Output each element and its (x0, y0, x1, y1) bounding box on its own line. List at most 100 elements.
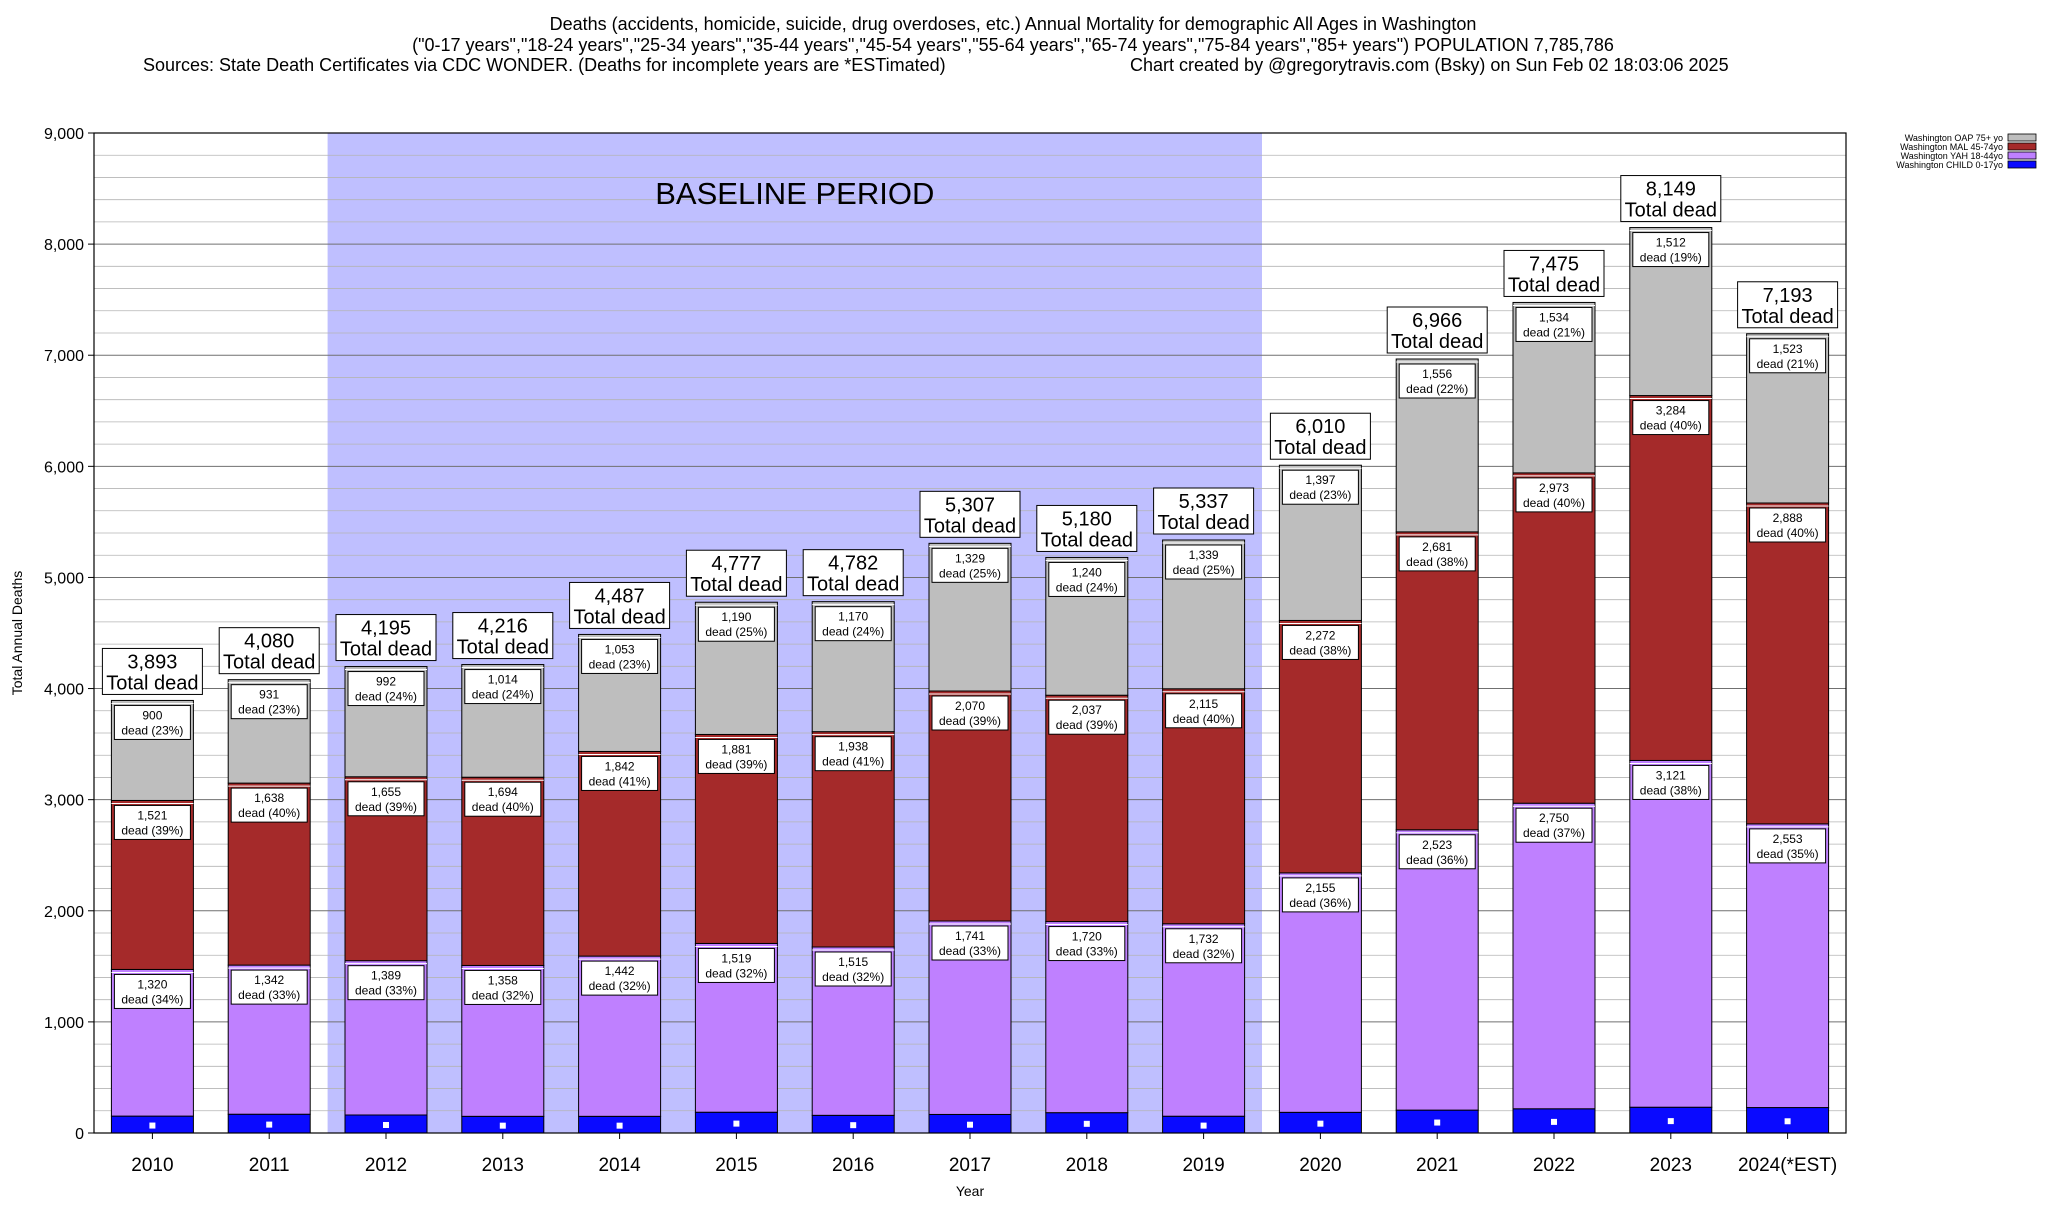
segment-label-value: 2,888 (1773, 511, 1803, 525)
x-tick-label: 2013 (482, 1155, 524, 1176)
segment-label-value: 1,358 (488, 973, 518, 987)
segment-label-percent: dead (41%) (822, 755, 884, 769)
segment-label-value: 931 (259, 688, 279, 702)
segment-label-value: 1,320 (137, 977, 167, 991)
segment-label-value: 2,750 (1539, 811, 1569, 825)
total-label-value: 7,475 (1529, 253, 1579, 275)
segment-label-box (1165, 928, 1243, 964)
x-tick-label: 2012 (365, 1155, 407, 1176)
total-label-value: 6,010 (1295, 416, 1345, 438)
y-tick-label: 9,000 (44, 126, 84, 143)
segment-label-value: 1,741 (955, 929, 985, 943)
segment-label-percent: dead (38%) (1406, 555, 1468, 569)
total-label-value: 4,216 (478, 616, 528, 638)
segment-label-percent: dead (34%) (121, 992, 183, 1006)
segment-label-percent: dead (25%) (939, 566, 1001, 580)
total-label-value: 8,149 (1646, 179, 1696, 201)
x-tick-label: 2011 (249, 1155, 290, 1176)
segment-label-value: 3,121 (1656, 768, 1686, 782)
x-tick-label: 2020 (1299, 1155, 1341, 1176)
segment-label-value: 2,553 (1773, 832, 1803, 846)
segment-label-box (464, 781, 542, 817)
segment-label-value: 1,638 (254, 791, 284, 805)
segment-label-value: 1,881 (721, 742, 751, 756)
bar-segment (1278, 619, 1362, 874)
segment-label-box (230, 969, 308, 1005)
segment-label-value: 1,842 (605, 759, 635, 773)
bar-segment (1512, 802, 1596, 1110)
segment-label-percent: dead (35%) (1757, 847, 1819, 861)
total-label-value: 4,195 (361, 618, 411, 640)
y-tick-label: 3,000 (44, 793, 84, 810)
segment-label-percent: dead (21%) (1757, 357, 1819, 371)
segment-label-percent: dead (36%) (1406, 853, 1468, 867)
x-tick-label: 2018 (1066, 1155, 1108, 1176)
segment-label-percent: dead (23%) (589, 657, 651, 671)
x-tick-label: 2019 (1182, 1155, 1224, 1176)
segment-label-value: 1,014 (488, 673, 518, 687)
segment-label-box (230, 684, 308, 720)
chart-sources: Sources: State Death Certificates via CD… (143, 55, 946, 75)
segment-label-percent: dead (39%) (1056, 718, 1118, 732)
segment-label-box (581, 755, 659, 791)
segment-label-box (1515, 477, 1593, 513)
segment-label-percent: dead (22%) (1406, 382, 1468, 396)
total-label-suffix: Total dead (1274, 437, 1366, 459)
segment-label-percent: dead (40%) (1640, 419, 1702, 433)
segment-label-box (230, 787, 308, 823)
x-tick-label: 2014 (598, 1155, 641, 1176)
segment-label-box (697, 947, 775, 983)
total-label-box (1036, 504, 1138, 552)
segment-label-box (1515, 306, 1593, 342)
total-label-box (218, 627, 320, 675)
total-label-box (1503, 249, 1605, 297)
total-label-box (101, 647, 203, 695)
segment-label-box (1048, 561, 1126, 597)
segment-label-box (931, 925, 1009, 961)
segment-label-percent: dead (24%) (1056, 580, 1118, 594)
child-marker (1784, 1118, 1791, 1125)
y-tick-label: 0 (75, 1126, 84, 1143)
segment-label-value: 1,240 (1072, 565, 1102, 579)
y-tick-label: 7,000 (44, 348, 84, 365)
total-label-suffix: Total dead (1741, 306, 1833, 328)
total-label-value: 4,782 (828, 553, 878, 575)
segment-label-value: 1,342 (254, 973, 284, 987)
bar-segment (1629, 395, 1713, 761)
segment-label-value: 1,515 (838, 955, 868, 969)
total-label-box (1620, 175, 1722, 223)
total-label-box (1269, 412, 1371, 460)
segment-label-percent: dead (37%) (1523, 826, 1585, 840)
x-tick-label: 2021 (1416, 1155, 1458, 1176)
x-tick-label: 2023 (1650, 1155, 1692, 1176)
segment-label-percent: dead (25%) (1173, 563, 1235, 577)
segment-label-box (1165, 693, 1243, 729)
total-label-value: 4,487 (595, 585, 645, 607)
child-marker (1551, 1118, 1557, 1125)
segment-label-percent: dead (23%) (1289, 488, 1351, 502)
chart-credit: Chart created by @gregorytravis.com (Bsk… (1130, 55, 1729, 75)
segment-label-percent: dead (19%) (1640, 251, 1702, 265)
segment-label-box (1632, 764, 1710, 800)
segment-label-box (814, 951, 892, 987)
y-axis-label: Total Annual Deaths (9, 571, 25, 696)
segment-label-box (1749, 828, 1827, 864)
segment-label-value: 3,284 (1656, 404, 1686, 418)
child-marker (733, 1120, 740, 1127)
total-label-suffix: Total dead (573, 606, 665, 628)
segment-label-percent: dead (38%) (1289, 643, 1351, 657)
segment-label-percent: dead (39%) (355, 800, 417, 814)
segment-label-value: 1,397 (1305, 473, 1335, 487)
segment-label-percent: dead (23%) (121, 723, 183, 737)
bar-segment (1278, 872, 1362, 1113)
segment-label-value: 1,442 (605, 964, 635, 978)
segment-label-percent: dead (38%) (1640, 783, 1702, 797)
segment-label-box (1281, 624, 1359, 660)
total-label-suffix: Total dead (1508, 274, 1600, 296)
legend-label: Washington YAH 18-44yo (1901, 151, 2003, 161)
total-label-suffix: Total dead (1041, 529, 1133, 551)
legend-swatch (2007, 133, 2037, 142)
segment-label-box (697, 738, 775, 774)
child-marker (1667, 1118, 1674, 1125)
